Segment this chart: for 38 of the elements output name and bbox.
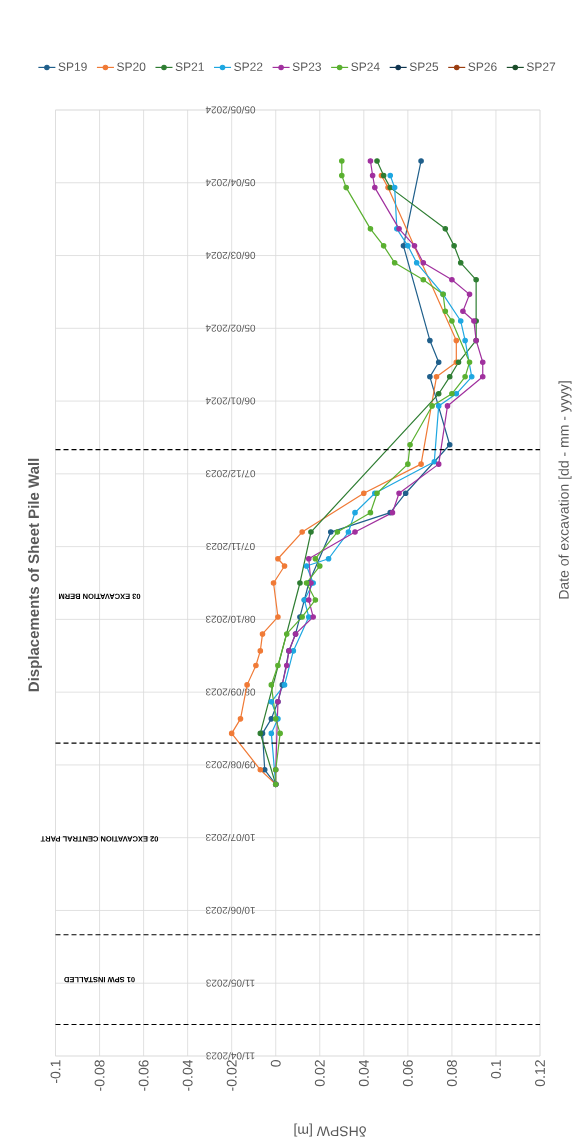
y-tick-label: 11/04/2023 bbox=[206, 1052, 255, 1060]
x-tick-label: 0.08 bbox=[446, 1060, 457, 1087]
y-tick-label: 08/10/2023 bbox=[205, 615, 256, 624]
x-tick-label: 0.12 bbox=[535, 1060, 545, 1087]
x-axis-title: δHSPW [m] bbox=[294, 1123, 366, 1137]
legend-label: SP23 bbox=[292, 62, 321, 71]
x-tick-label: -0.08 bbox=[94, 1060, 105, 1091]
y-tick-label: 05/04/2024 bbox=[205, 179, 256, 187]
x-tick-label: 0.1 bbox=[491, 1060, 501, 1079]
y-tick-label: 09/08/2023 bbox=[205, 761, 256, 769]
y-tick-label: 06/03/2024 bbox=[205, 251, 256, 260]
y-tick-label: 10/07/2023 bbox=[205, 834, 255, 842]
legend-label: SP24 bbox=[351, 62, 380, 71]
y-tick-label: 10/06/2023 bbox=[205, 906, 255, 915]
text: Displacements of Sheet Pile Wall bbox=[28, 458, 42, 692]
legend-label: SP26 bbox=[468, 62, 497, 71]
x-tick-label: 0.04 bbox=[358, 1059, 369, 1087]
y-tick-label: 05/05/2024 bbox=[205, 106, 256, 114]
x-tick-label: -0.02 bbox=[226, 1060, 237, 1091]
legend-label: SP21 bbox=[175, 62, 204, 71]
y-tick-label: 07/12/2023 bbox=[205, 470, 256, 478]
legend-label: SP25 bbox=[409, 62, 439, 71]
y-tick-label: 06/01/2024 bbox=[205, 397, 256, 405]
x-tick-label: 0.02 bbox=[314, 1060, 325, 1087]
legend-label: SP27 bbox=[526, 62, 556, 71]
y-tick-label: 05/02/2024 bbox=[205, 324, 256, 332]
legend-label: SP22 bbox=[234, 62, 263, 71]
legend-label: SP19 bbox=[58, 62, 87, 71]
x-tick-label: -0.06 bbox=[138, 1060, 149, 1091]
y-tick-label: 07/11/2023 bbox=[206, 542, 255, 551]
y-axis-title: Date of excavation [dd - mm - yyyy] bbox=[558, 381, 572, 599]
x-tick-label: -0.1 bbox=[50, 1060, 61, 1084]
x-tick-label: -0.04 bbox=[182, 1059, 193, 1091]
legend-label: SP20 bbox=[117, 62, 146, 71]
y-tick-label: 11/05/2023 bbox=[206, 979, 255, 987]
y-tick-label: 08/09/2023 bbox=[205, 688, 256, 696]
x-tick-label: 0 bbox=[270, 1060, 281, 1067]
x-tick-label: 0.06 bbox=[402, 1060, 413, 1087]
